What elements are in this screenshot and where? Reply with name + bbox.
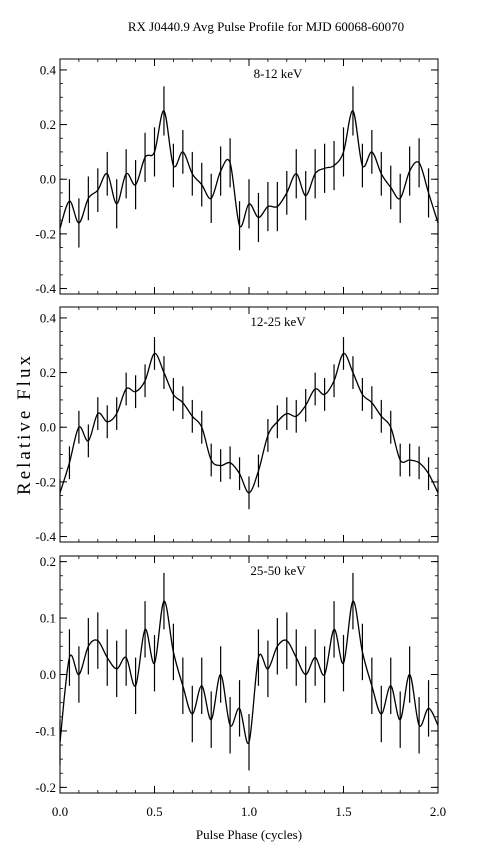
profile-curve bbox=[59, 600, 439, 744]
panel-8-12-kev: -0.4 -0.2 0.0 0.2 0.4 8-12 keV bbox=[35, 58, 439, 296]
y-tick-label: -0.2 bbox=[35, 474, 56, 489]
energy-band-label: 8-12 keV bbox=[254, 66, 303, 81]
x-tick-labels: 0.0 0.5 1.0 1.5 2.0 bbox=[52, 804, 446, 819]
energy-band-label: 12-25 keV bbox=[250, 314, 306, 329]
profile-curve bbox=[59, 352, 439, 494]
y-tick-label: -0.4 bbox=[35, 529, 56, 544]
panel-12-25-kev: -0.4 -0.2 0.0 0.2 0.4 12-25 keV bbox=[35, 306, 439, 544]
y-tick-label: -0.1 bbox=[35, 723, 56, 738]
y-tick-label: 0.0 bbox=[40, 667, 56, 682]
y-tick-label: 0.2 bbox=[40, 365, 56, 380]
y-tick-label: 0.4 bbox=[40, 62, 57, 77]
x-tick-label: 1.5 bbox=[335, 804, 351, 819]
y-tick-label: -0.4 bbox=[35, 281, 56, 296]
y-tick-label: -0.2 bbox=[35, 780, 56, 795]
energy-band-label: 25-50 keV bbox=[250, 563, 306, 578]
x-tick-label: 0.0 bbox=[52, 804, 68, 819]
x-tick-label: 0.5 bbox=[146, 804, 162, 819]
panel-25-50-kev: -0.2 -0.1 0.0 0.1 0.2 25-50 keV bbox=[35, 554, 439, 795]
y-tick-label: 0.1 bbox=[40, 611, 56, 626]
x-axis-label: Pulse Phase (cycles) bbox=[196, 827, 302, 842]
profile-curve bbox=[59, 110, 439, 229]
x-tick-label: 1.0 bbox=[241, 804, 257, 819]
y-tick-label: 0.0 bbox=[40, 420, 56, 435]
y-axis-label: Relative Flux bbox=[14, 353, 35, 495]
y-tick-label: 0.0 bbox=[40, 172, 56, 187]
y-tick-label: 0.4 bbox=[40, 310, 57, 325]
figure-title: RX J0440.9 Avg Pulse Profile for MJD 600… bbox=[128, 19, 404, 34]
y-tick-label: -0.2 bbox=[35, 226, 56, 241]
x-tick-label: 2.0 bbox=[430, 804, 446, 819]
y-tick-label: 0.2 bbox=[40, 117, 56, 132]
y-tick-label: 0.2 bbox=[40, 554, 56, 569]
